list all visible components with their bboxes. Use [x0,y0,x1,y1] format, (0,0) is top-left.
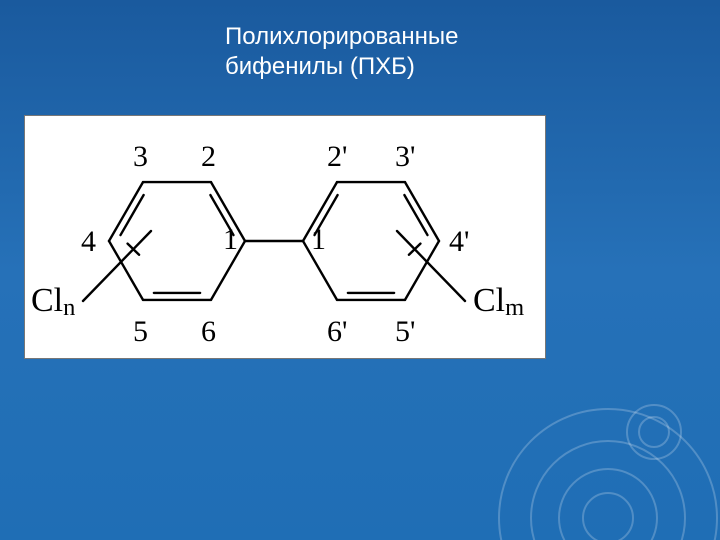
atom-label-3: 3 [133,140,148,174]
atom-label-3p: 3' [395,140,415,174]
ripple-3 [498,408,718,540]
atom-label-6: 6 [201,315,216,349]
atom-label-4p: 4' [449,225,469,259]
atom-label-6p: 6' [327,315,347,349]
atom-label-4: 4 [81,225,96,259]
atom-label-2p: 2' [327,140,347,174]
substituent-label-0: Cln [31,282,75,322]
atom-label-5: 5 [133,315,148,349]
atom-labels: 1 2 3 4 5 6 1 2' 3' 4' 5' 6' Cln Clm [25,116,545,358]
atom-label-2: 2 [201,140,216,174]
substituent-label-1: Clm [473,282,524,322]
structure-diagram-box: 1 2 3 4 5 6 1 2' 3' 4' 5' 6' Cln Clm [24,115,546,359]
atom-label-5p: 5' [395,315,415,349]
ripple-5 [626,404,682,460]
slide-title: Полихлорированные бифенилы (ПХБ) [225,22,458,82]
atom-label-1p: 1 [311,223,326,257]
title-line2: бифенилы (ПХБ) [225,53,415,80]
slide: Полихлорированные бифенилы (ПХБ) 1234561… [0,0,720,540]
title-line1: Полихлорированные [225,23,458,50]
atom-label-1: 1 [223,223,238,257]
